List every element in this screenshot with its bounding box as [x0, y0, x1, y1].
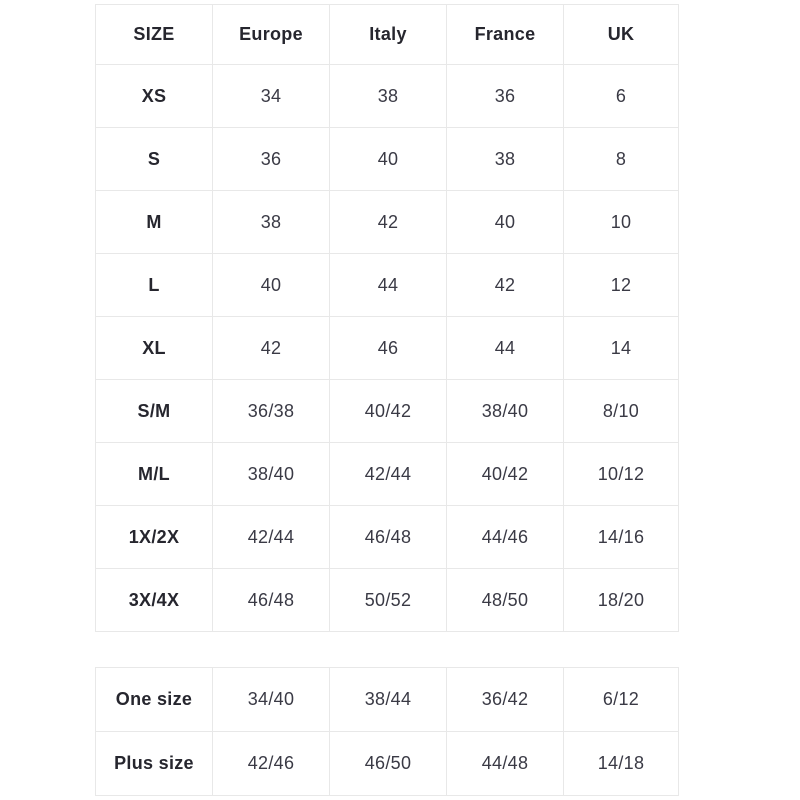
europe-cell: 42/46 — [212, 731, 330, 796]
france-cell: 36 — [446, 64, 564, 128]
france-cell: 40/42 — [446, 442, 564, 506]
size-label-cell: XS — [95, 64, 213, 128]
table-row-1x2x: 1X/2X 42/44 46/48 44/46 14/16 — [95, 505, 679, 569]
uk-cell: 14 — [563, 316, 679, 380]
uk-cell: 18/20 — [563, 568, 679, 632]
italy-cell: 50/52 — [329, 568, 447, 632]
size-label-cell: One size — [95, 667, 213, 732]
column-header-uk: UK — [563, 4, 679, 65]
column-header-europe: Europe — [212, 4, 330, 65]
table-row-ml: M/L 38/40 42/44 40/42 10/12 — [95, 442, 679, 506]
italy-cell: 46/50 — [329, 731, 447, 796]
special-sizes-table: One size 34/40 38/44 36/42 6/12 Plus siz… — [95, 667, 679, 796]
europe-cell: 36/38 — [212, 379, 330, 443]
italy-cell: 42 — [329, 190, 447, 254]
france-cell: 48/50 — [446, 568, 564, 632]
uk-cell: 8/10 — [563, 379, 679, 443]
europe-cell: 34/40 — [212, 667, 330, 732]
europe-cell: 34 — [212, 64, 330, 128]
size-label-cell: 3X/4X — [95, 568, 213, 632]
uk-cell: 10/12 — [563, 442, 679, 506]
uk-cell: 8 — [563, 127, 679, 191]
table-row-xl: XL 42 46 44 14 — [95, 316, 679, 380]
italy-cell: 42/44 — [329, 442, 447, 506]
italy-cell: 40 — [329, 127, 447, 191]
size-label-cell: M — [95, 190, 213, 254]
france-cell: 38 — [446, 127, 564, 191]
table-row-plus-size: Plus size 42/46 46/50 44/48 14/18 — [95, 731, 679, 796]
column-header-france: France — [446, 4, 564, 65]
europe-cell: 38 — [212, 190, 330, 254]
table-row-3x4x: 3X/4X 46/48 50/52 48/50 18/20 — [95, 568, 679, 632]
uk-cell: 6/12 — [563, 667, 679, 732]
uk-cell: 6 — [563, 64, 679, 128]
table-row-sm: S/M 36/38 40/42 38/40 8/10 — [95, 379, 679, 443]
column-header-size: SIZE — [95, 4, 213, 65]
france-cell: 44/48 — [446, 731, 564, 796]
size-label-cell: M/L — [95, 442, 213, 506]
france-cell: 42 — [446, 253, 564, 317]
europe-cell: 40 — [212, 253, 330, 317]
italy-cell: 44 — [329, 253, 447, 317]
size-label-cell: XL — [95, 316, 213, 380]
uk-cell: 14/18 — [563, 731, 679, 796]
europe-cell: 36 — [212, 127, 330, 191]
table-gap — [95, 632, 800, 667]
italy-cell: 38 — [329, 64, 447, 128]
uk-cell: 12 — [563, 253, 679, 317]
size-conversion-table: SIZE Europe Italy France UK XS 34 38 36 … — [95, 4, 679, 632]
table-row-m: M 38 42 40 10 — [95, 190, 679, 254]
france-cell: 36/42 — [446, 667, 564, 732]
uk-cell: 14/16 — [563, 505, 679, 569]
europe-cell: 46/48 — [212, 568, 330, 632]
uk-cell: 10 — [563, 190, 679, 254]
column-header-italy: Italy — [329, 4, 447, 65]
italy-cell: 46 — [329, 316, 447, 380]
europe-cell: 38/40 — [212, 442, 330, 506]
table-row-xs: XS 34 38 36 6 — [95, 64, 679, 128]
size-label-cell: Plus size — [95, 731, 213, 796]
size-label-cell: S — [95, 127, 213, 191]
europe-cell: 42/44 — [212, 505, 330, 569]
france-cell: 40 — [446, 190, 564, 254]
table-row-one-size: One size 34/40 38/44 36/42 6/12 — [95, 667, 679, 732]
europe-cell: 42 — [212, 316, 330, 380]
italy-cell: 46/48 — [329, 505, 447, 569]
table-row-s: S 36 40 38 8 — [95, 127, 679, 191]
france-cell: 38/40 — [446, 379, 564, 443]
france-cell: 44/46 — [446, 505, 564, 569]
france-cell: 44 — [446, 316, 564, 380]
table-header-row: SIZE Europe Italy France UK — [95, 4, 679, 65]
size-label-cell: S/M — [95, 379, 213, 443]
italy-cell: 38/44 — [329, 667, 447, 732]
table-row-l: L 40 44 42 12 — [95, 253, 679, 317]
size-label-cell: L — [95, 253, 213, 317]
size-label-cell: 1X/2X — [95, 505, 213, 569]
italy-cell: 40/42 — [329, 379, 447, 443]
